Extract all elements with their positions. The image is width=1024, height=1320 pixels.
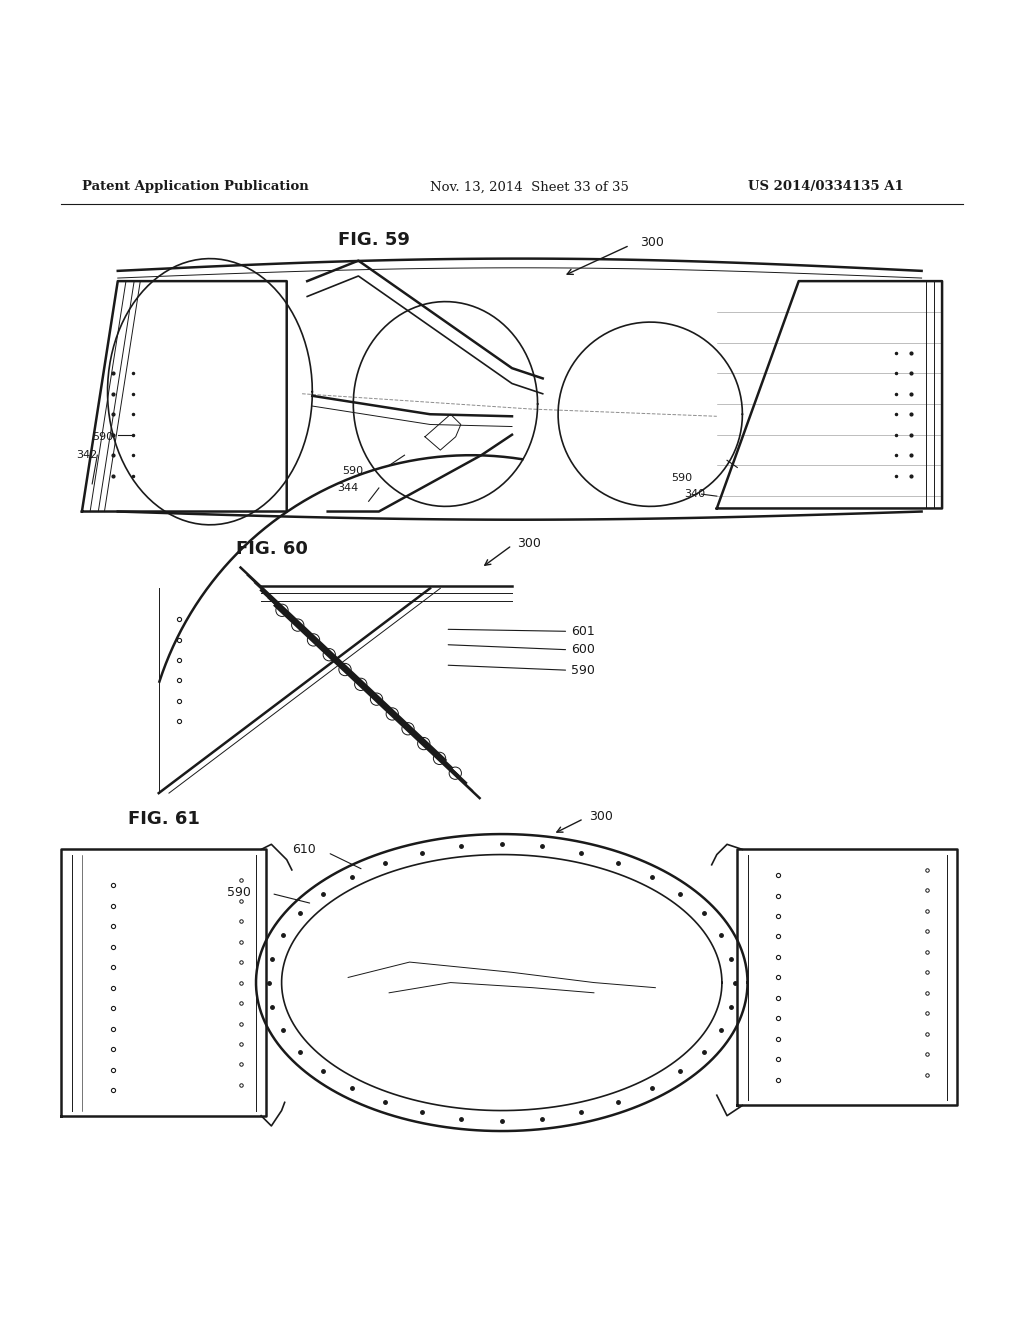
Text: 300: 300	[640, 236, 664, 248]
Text: FIG. 60: FIG. 60	[236, 540, 307, 558]
Text: 300: 300	[589, 810, 612, 824]
Text: 590: 590	[227, 886, 251, 899]
Text: 300: 300	[517, 537, 541, 549]
Text: 340: 340	[684, 490, 706, 499]
Text: 600: 600	[571, 643, 595, 656]
Text: US 2014/0334135 A1: US 2014/0334135 A1	[748, 181, 903, 194]
Text: 601: 601	[571, 624, 595, 638]
Text: Nov. 13, 2014  Sheet 33 of 35: Nov. 13, 2014 Sheet 33 of 35	[430, 181, 629, 194]
Text: 590: 590	[92, 432, 114, 442]
Text: 590: 590	[342, 466, 364, 475]
Text: Patent Application Publication: Patent Application Publication	[82, 181, 308, 194]
Text: FIG. 59: FIG. 59	[338, 231, 410, 249]
Text: 342: 342	[76, 450, 97, 461]
Text: FIG. 61: FIG. 61	[128, 809, 200, 828]
Text: 590: 590	[671, 473, 692, 483]
Text: 610: 610	[292, 843, 315, 855]
Text: 590: 590	[571, 664, 595, 677]
Text: 344: 344	[337, 483, 358, 492]
